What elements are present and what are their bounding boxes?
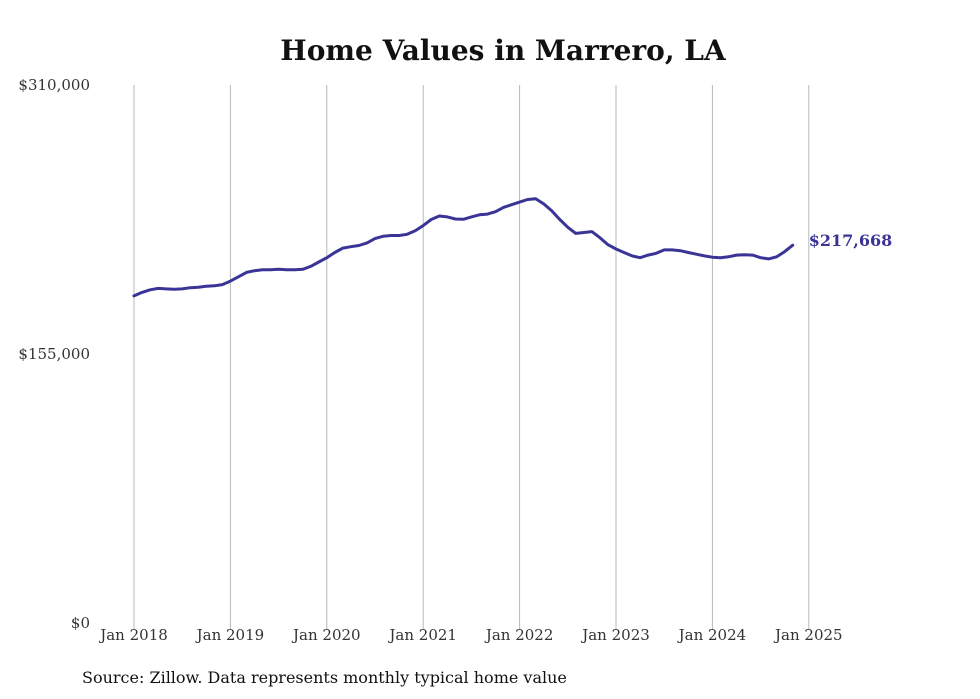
y-axis-tick-labels: $0 $155,000 $310,000 xyxy=(18,76,90,632)
chart-title: Home Values in Marrero, LA xyxy=(280,34,727,67)
x-tick-label-2021: Jan 2021 xyxy=(387,626,457,644)
series-layer: $217,668 xyxy=(132,197,893,298)
x-tick-label-2019: Jan 2019 xyxy=(195,626,265,644)
x-tick-label-2023: Jan 2023 xyxy=(580,626,650,644)
x-tick-label-2022: Jan 2022 xyxy=(484,626,554,644)
x-gridlines xyxy=(133,85,810,630)
series-line-typical-home-value xyxy=(132,197,795,298)
series-end-value-label: $217,668 xyxy=(809,231,893,250)
x-axis-tick-labels: Jan 2018 Jan 2019 Jan 2020 Jan 2021 Jan 2022… xyxy=(98,626,842,644)
y-tick-label-0: $0 xyxy=(71,614,90,632)
x-tick-label-2025: Jan 2025 xyxy=(773,626,843,644)
source-note: Source: Zillow. Data represents monthly … xyxy=(82,668,567,687)
x-tick-label-2018: Jan 2018 xyxy=(98,626,168,644)
x-tick-label-2024: Jan 2024 xyxy=(677,626,747,644)
y-tick-label-155000: $155,000 xyxy=(18,345,90,363)
y-tick-label-310000: $310,000 xyxy=(18,76,90,94)
x-tick-label-2020: Jan 2020 xyxy=(291,626,361,644)
